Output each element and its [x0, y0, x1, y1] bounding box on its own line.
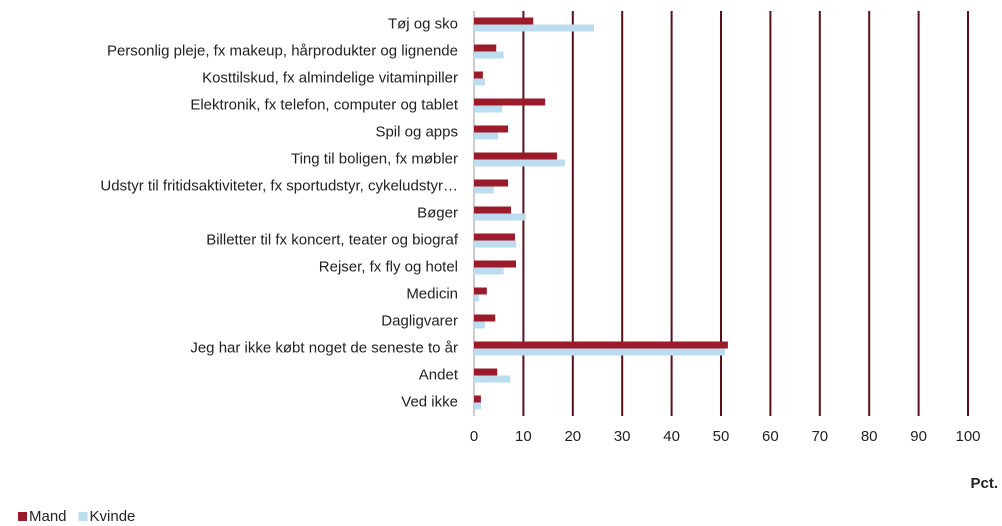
bar [474, 17, 534, 25]
y-tick-label: Ved ikke [401, 393, 458, 410]
y-tick-label: Billetter til fx koncert, teater og biog… [206, 231, 459, 248]
bar [474, 24, 595, 32]
y-tick-label: Udstyr til fritidsaktiviteter, fx sportu… [100, 177, 458, 194]
y-tick-label: Jeg har ikke købt noget de seneste to år [190, 339, 458, 356]
bar [474, 78, 485, 86]
x-tick-label: 100 [955, 428, 980, 445]
x-tick-label: 50 [713, 428, 730, 445]
bar [474, 44, 497, 52]
x-tick-label: 60 [762, 428, 779, 445]
y-tick-label: Medicin [406, 285, 458, 302]
bar [474, 294, 479, 302]
y-tick-label: Personlig pleje, fx makeup, hårprodukter… [107, 42, 458, 59]
x-axis-label: Pct. [970, 475, 998, 492]
x-tick-label: 20 [564, 428, 581, 445]
y-tick-label: Rejser, fx fly og hotel [319, 258, 458, 275]
bar [474, 395, 481, 403]
x-tick-label: 90 [910, 428, 927, 445]
bar [474, 341, 728, 349]
bar [474, 260, 516, 268]
bar [474, 159, 565, 167]
y-tick-label: Andet [419, 366, 459, 383]
y-tick-label: Spil og apps [375, 123, 458, 140]
bar [474, 233, 516, 241]
bar [474, 287, 487, 295]
bar [474, 348, 725, 356]
bar [474, 206, 512, 214]
x-tick-label: 80 [861, 428, 878, 445]
y-tick-label: Ting til boligen, fx møbler [291, 150, 458, 167]
bar [474, 132, 499, 140]
x-tick-label: 30 [614, 428, 631, 445]
legend-label: Mand [29, 508, 67, 525]
bar [474, 267, 504, 275]
bar [474, 314, 496, 322]
bar [474, 375, 511, 383]
x-tick-label: 70 [811, 428, 828, 445]
bar [474, 240, 516, 248]
y-tick-label: Bøger [417, 204, 458, 221]
bar [474, 179, 509, 187]
y-tick-label: Tøj og sko [388, 15, 458, 32]
bar [474, 368, 498, 376]
x-tick-label: 0 [470, 428, 478, 445]
bar [474, 152, 557, 160]
bar [474, 213, 526, 221]
bar [474, 98, 546, 106]
x-tick-label: 10 [515, 428, 532, 445]
bar [474, 321, 485, 329]
legend-swatch [78, 512, 88, 521]
y-tick-label: Dagligvarer [381, 312, 458, 329]
bar [474, 402, 481, 410]
bar [474, 186, 494, 194]
bar [474, 51, 504, 59]
bar [474, 105, 503, 113]
y-tick-label: Elektronik, fx telefon, computer og tabl… [190, 96, 458, 113]
x-tick-label: 40 [663, 428, 680, 445]
y-tick-label: Kosttilskud, fx almindelige vitaminpille… [202, 69, 458, 86]
legend-swatch [18, 512, 27, 521]
bar [474, 125, 509, 133]
legend-label: Kvinde [90, 508, 136, 525]
bar [474, 71, 483, 79]
